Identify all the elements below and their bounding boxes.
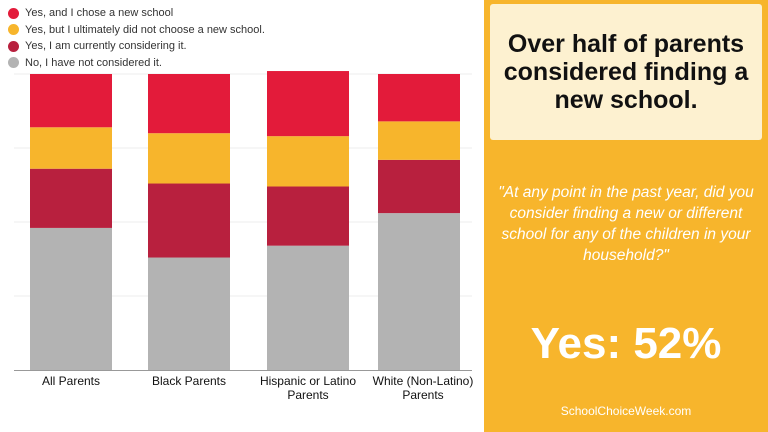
bar-segment-3-4 (267, 71, 349, 137)
legend-label: No, I have not considered it. (25, 56, 162, 69)
bar-segment-2-3 (148, 133, 230, 184)
legend-item-did-not-choose: Yes, but I ultimately did not choose a n… (8, 22, 265, 39)
legend-dot-icon (8, 7, 19, 19)
headline: Over half of parents considered finding … (503, 30, 749, 114)
legend-dot-icon (8, 24, 19, 36)
bar-segment-3-1 (267, 245, 349, 370)
bar-segment-2-4 (148, 74, 230, 134)
bar-segment-1-3 (30, 127, 112, 169)
bar-segment-4-4 (378, 74, 460, 122)
bar-segment-4-1 (378, 213, 460, 370)
bar-segment-3-2 (267, 186, 349, 246)
headline-box: Over half of parents considered finding … (490, 4, 762, 140)
bar-segment-1-2 (30, 168, 112, 228)
legend-label: Yes, I am currently considering it. (25, 40, 187, 53)
legend-item-chose-new-school: Yes, and I chose a new school (8, 5, 265, 22)
chart-area: Yes, and I chose a new school Yes, but I… (8, 5, 474, 402)
bar-segment-1-4 (30, 74, 112, 128)
bar-segment-3-3 (267, 136, 349, 187)
legend-dot-icon (8, 57, 19, 69)
survey-question: "At any point in the past year, did you … (498, 184, 754, 264)
source-link[interactable]: SchoolChoiceWeek.com (560, 404, 692, 418)
legend-label: Yes, but I ultimately did not choose a n… (25, 23, 265, 36)
legend-item-currently-considering: Yes, I am currently considering it. (8, 38, 265, 55)
legend-item-not-considered: No, I have not considered it. (8, 55, 265, 72)
legend: Yes, and I chose a new school Yes, but I… (8, 5, 265, 71)
legend-dot-icon (8, 40, 19, 52)
summary-panel: Over half of parents considered finding … (484, 0, 768, 432)
category-label-black-parents: Black Parents (151, 374, 227, 388)
bar-segment-1-1 (30, 227, 112, 370)
category-label-hispanic-parents: Hispanic or Latino Parents (259, 374, 357, 402)
bar-segment-2-2 (148, 183, 230, 258)
answer-stat: Yes: 52% (530, 319, 722, 368)
bar-segment-4-2 (378, 159, 460, 214)
legend-label: Yes, and I chose a new school (25, 7, 174, 20)
bar-segment-4-3 (378, 121, 460, 160)
category-label-all-parents: All Parents (41, 374, 101, 388)
stacked-bar-chart (14, 71, 472, 371)
bar-segment-2-1 (148, 257, 230, 370)
category-label-white-parents: White (Non-Latino) Parents (372, 374, 474, 402)
